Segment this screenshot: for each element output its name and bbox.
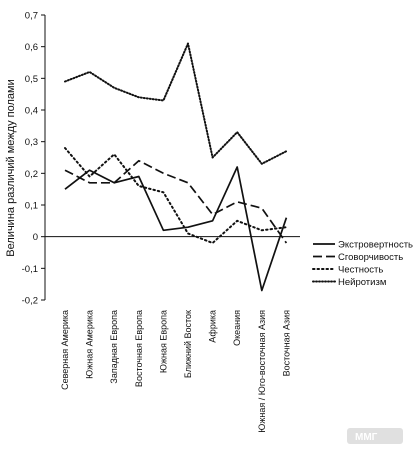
legend-label: Нейротизм: [338, 277, 386, 288]
x-category-label: Африка: [208, 310, 218, 343]
y-tick-label: -0,2: [22, 296, 38, 307]
series-line-3: [64, 42, 288, 165]
x-category-label: Южная Америка: [85, 310, 95, 379]
x-category-label: Океания: [232, 310, 242, 346]
x-category-label: Ближний Восток: [183, 310, 193, 378]
x-category-label: Северная Америка: [60, 310, 70, 390]
y-tick-label: 0,1: [25, 201, 38, 212]
svg-text:ММГ: ММГ: [355, 432, 378, 443]
legend-label: Экстровертность: [338, 240, 413, 251]
y-tick-label: 0,7: [25, 11, 38, 22]
y-tick-label: -0,1: [22, 264, 38, 275]
series-line-2: [64, 147, 288, 244]
legend-label: Честность: [338, 265, 383, 276]
x-category-label: Южная / Юго-восточная Азия: [257, 310, 267, 433]
y-tick-label: 0,2: [25, 169, 38, 180]
x-category-label: Восточная Азия: [281, 310, 291, 377]
legend-label: Сговорчивость: [338, 252, 403, 263]
x-category-label: Восточная Европа: [134, 310, 144, 387]
y-tick-label: 0,5: [25, 74, 38, 85]
watermark-logo: ММГ: [347, 425, 403, 447]
y-tick-label: 0: [33, 232, 38, 243]
x-category-label: Южная Европа: [158, 310, 168, 373]
y-tick-label: 0,3: [25, 137, 38, 148]
series-line-1: [64, 159, 288, 244]
y-tick-label: 0,4: [25, 106, 38, 117]
y-axis-title: Величина различий между полами: [5, 79, 17, 256]
x-category-label: Западная Европа: [109, 310, 119, 384]
series-line-0: [64, 166, 288, 292]
y-tick-label: 0,6: [25, 42, 38, 53]
